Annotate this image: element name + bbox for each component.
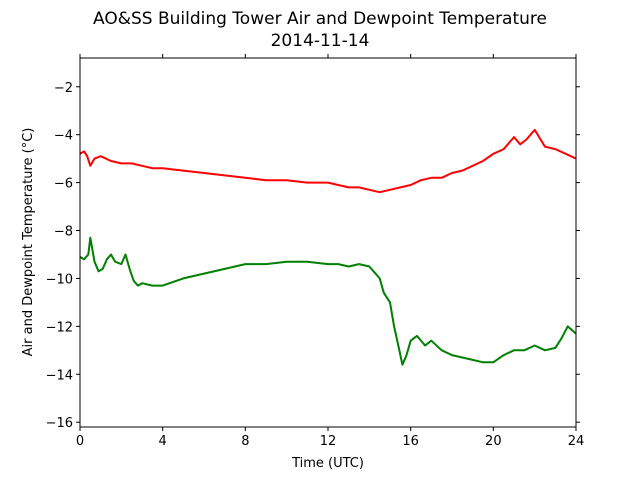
x-tick-label: 4 (159, 434, 167, 449)
y-tick-label: −10 (46, 272, 73, 287)
y-tick-label: −6 (54, 177, 73, 192)
x-tick-label: 20 (485, 434, 502, 449)
series-line-1 (79, 128, 577, 194)
x-tick-label: 0 (76, 434, 84, 449)
y-axis-ticks: −16 −14 −12 −10 −8 −6 −4 −2 (46, 81, 580, 431)
plot-lines (79, 128, 577, 366)
x-tick-label: 12 (320, 434, 337, 449)
y-tick-label: −8 (54, 225, 73, 240)
chart-title: AO&SS Building Tower Air and Dewpoint Te… (93, 9, 547, 29)
y-axis-label: Air and Dewpoint Temperature (°C) (21, 128, 36, 357)
y-tick-label: −4 (54, 129, 73, 144)
x-tick-label: 16 (402, 434, 419, 449)
y-tick-label: −16 (46, 416, 73, 431)
series-line-2 (79, 236, 577, 366)
y-tick-label: −14 (46, 368, 73, 383)
x-tick-label: 8 (241, 434, 249, 449)
x-tick-label: 24 (568, 434, 585, 449)
x-axis-ticks: 0 4 8 12 16 20 24 (76, 54, 584, 449)
y-tick-label: −12 (46, 320, 73, 335)
plot-frame (79, 57, 577, 428)
chart-subtitle: 2014-11-14 (271, 31, 370, 51)
y-tick-label: −2 (54, 81, 73, 96)
x-axis-label: Time (UTC) (291, 456, 364, 471)
